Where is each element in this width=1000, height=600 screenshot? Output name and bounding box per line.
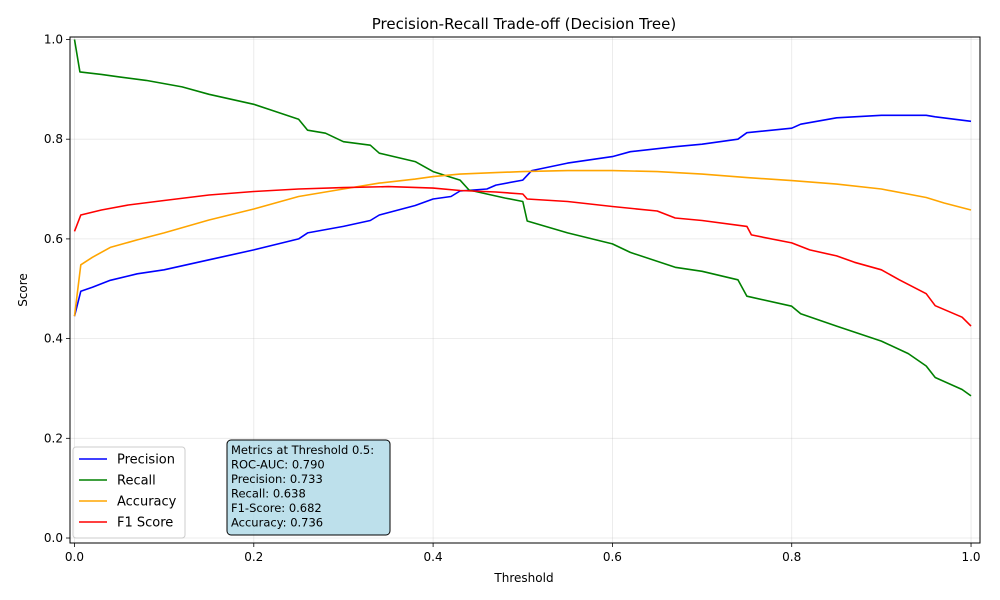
recall-line	[73, 39, 972, 397]
annotation-line: F1-Score: 0.682	[231, 501, 322, 515]
y-tick-label: 0.0	[44, 531, 63, 545]
f1-score-line	[73, 185, 972, 327]
annotation-box	[226, 439, 391, 536]
legend-box	[72, 446, 186, 539]
metrics-annotation: Metrics at Threshold 0.5:ROC-AUC: 0.790P…	[226, 439, 391, 536]
x-tick-label: 1.0	[961, 550, 980, 564]
x-tick-label: 0.4	[424, 550, 443, 564]
x-tick-label: 0.2	[244, 550, 263, 564]
legend: Precision Recall Accuracy F1 Score	[72, 446, 186, 539]
annotation-line: Accuracy: 0.736	[231, 516, 323, 530]
annotation-line: Recall: 0.638	[231, 487, 306, 501]
plot-frame	[69, 36, 981, 544]
y-axis-label: Score	[16, 273, 30, 307]
y-tick-label: 0.6	[44, 232, 63, 246]
legend-label-precision: Precision	[117, 453, 175, 468]
annotation-line: Metrics at Threshold 0.5:	[231, 443, 374, 457]
y-tick-label: 1.0	[44, 32, 63, 46]
precision-line	[73, 114, 972, 317]
x-tick-label: 0.0	[65, 550, 84, 564]
x-tick-label: 0.6	[603, 550, 622, 564]
legend-label-recall: Recall	[117, 474, 156, 489]
legend-label-accuracy: Accuracy	[117, 495, 177, 510]
annotation-line: ROC-AUC: 0.790	[231, 458, 325, 472]
gridlines	[70, 37, 980, 543]
y-tick-label: 0.2	[44, 431, 63, 445]
x-axis-label: Threshold	[493, 571, 553, 585]
legend-label-f1-score: F1 Score	[117, 516, 173, 531]
annotation-line: Precision: 0.733	[231, 472, 323, 486]
x-tick-label: 0.8	[782, 550, 801, 564]
accuracy-line	[73, 169, 972, 317]
y-tick-label: 0.4	[44, 332, 63, 346]
chart-title: Precision-Recall Trade-off (Decision Tre…	[372, 15, 676, 33]
axis-ticks: 0.0 0.2 0.4 0.6 0.8 1.0 0.0 0.2 0.4 0.6 0.8 1.0	[44, 32, 981, 564]
series-lines	[73, 39, 972, 397]
y-tick-label: 0.8	[44, 132, 63, 146]
